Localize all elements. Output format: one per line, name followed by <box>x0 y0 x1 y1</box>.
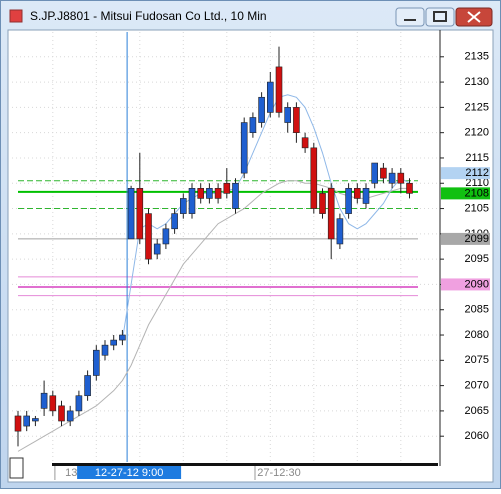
candle-body <box>362 188 370 204</box>
candle-body <box>145 213 152 260</box>
close-icon <box>467 11 481 23</box>
candle-body <box>14 415 22 432</box>
scroll-box[interactable] <box>9 457 24 479</box>
moving-average <box>121 94 410 341</box>
candle-body <box>284 107 292 123</box>
y-tick-label: 2120 <box>465 127 489 139</box>
candle-body <box>301 137 309 149</box>
candle-body <box>380 167 387 179</box>
candle-body <box>345 188 352 214</box>
minimize-button[interactable] <box>395 7 425 27</box>
candle-body <box>406 182 413 194</box>
y-tick-label: 2095 <box>465 253 489 265</box>
candle-body <box>188 188 196 214</box>
price-marker <box>441 232 490 245</box>
y-tick-label: 2085 <box>465 304 489 316</box>
candle-body <box>136 188 144 240</box>
plot: 2060206520702075208020852090209521002105… <box>12 32 490 480</box>
price-marker-label: 2108 <box>465 187 489 199</box>
candle-body <box>353 188 361 199</box>
candle-body <box>223 182 231 194</box>
chart-title: S.JP.J8801 - Mitsui Fudosan Co Ltd., 10 … <box>30 9 267 23</box>
y-tick-label: 2065 <box>465 405 489 417</box>
candle-body <box>319 193 326 214</box>
candle-body <box>171 213 178 230</box>
price-marker-label: 2112 <box>465 167 489 179</box>
maximize-icon <box>433 11 447 22</box>
x-label-highlight <box>77 466 182 479</box>
chart-area <box>7 29 494 483</box>
price-marker-label: 2099 <box>465 233 489 245</box>
x-tick-label: 12-27-12 9:00 <box>95 467 164 479</box>
y-tick-label: 2110 <box>465 177 489 189</box>
candle-body <box>293 107 300 133</box>
window-icon <box>9 9 23 23</box>
candle-body <box>275 66 283 113</box>
candle-body <box>266 81 274 113</box>
candle-body <box>258 96 265 123</box>
candle-body <box>66 410 74 422</box>
moving-average <box>17 180 410 452</box>
y-tick-label: 2135 <box>465 51 489 63</box>
price-marker <box>441 187 490 200</box>
candle-body <box>180 198 187 214</box>
candle-body <box>162 228 170 245</box>
candle-body <box>93 349 100 376</box>
price-marker <box>441 167 490 180</box>
candle-body <box>197 188 204 199</box>
candle-body <box>310 147 318 209</box>
candle-body <box>371 162 379 184</box>
candle-body <box>249 117 257 133</box>
candle-body <box>214 188 222 199</box>
price-marker <box>441 278 490 291</box>
candle-body <box>84 375 91 397</box>
candle-body <box>240 122 248 174</box>
candle-body <box>32 418 39 422</box>
candle-body <box>23 415 31 427</box>
candle-body <box>40 392 48 409</box>
maximize-button[interactable] <box>425 7 455 27</box>
y-tick-label: 2070 <box>465 380 489 392</box>
candle-body <box>119 334 126 341</box>
y-tick-label: 2130 <box>465 76 489 88</box>
candle-body <box>232 182 239 209</box>
candle-body <box>153 243 161 255</box>
candle-body <box>49 395 57 412</box>
candle-body <box>101 344 109 356</box>
y-tick-label: 2125 <box>465 101 489 113</box>
y-tick-label: 2060 <box>465 430 489 442</box>
candle-body <box>327 188 335 240</box>
y-tick-label: 2075 <box>465 354 489 366</box>
candle-body <box>127 188 135 240</box>
y-tick-label: 2115 <box>465 152 489 164</box>
x-tick-label: 27-12:30 <box>257 467 300 479</box>
candle-body <box>206 188 213 199</box>
candle-body <box>336 218 344 245</box>
candle-body <box>397 172 405 184</box>
candle-body <box>58 405 65 422</box>
price-marker-label: 2090 <box>465 278 489 290</box>
y-tick-label: 2105 <box>465 202 489 214</box>
y-tick-label: 2080 <box>465 329 489 341</box>
candle-body <box>75 395 83 412</box>
candle-body <box>388 172 396 184</box>
candle-body <box>110 339 117 346</box>
